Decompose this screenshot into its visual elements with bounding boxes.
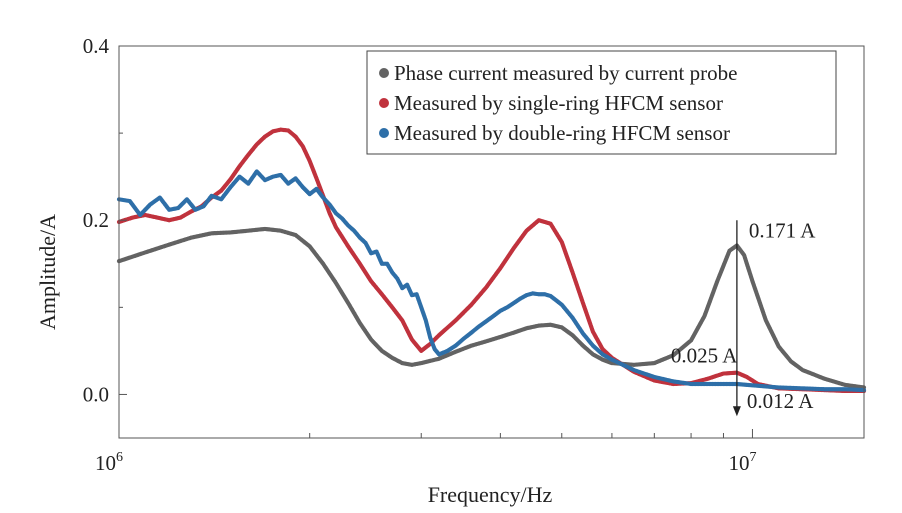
y-tick-label: 0.4 <box>83 34 110 58</box>
y-tick-label: 0.0 <box>83 382 109 406</box>
legend-marker-double-ring <box>379 128 389 138</box>
x-tick-label: 106 <box>95 450 123 475</box>
annotation-label: 0.025 A <box>671 344 738 368</box>
legend-marker-single-ring <box>379 98 389 108</box>
y-tick-label: 0.2 <box>83 208 109 232</box>
legend-label-double-ring: Measured by double-ring HFCM sensor <box>394 121 730 145</box>
axes-layer: 0.0 0.2 0.4 106 107 <box>83 34 865 475</box>
plot-frame <box>118 45 865 439</box>
legend-label-phase-current: Phase current measured by current probe <box>394 61 737 85</box>
x-tick-label: 107 <box>728 450 756 475</box>
x-axis-label: Frequency/Hz <box>428 482 553 507</box>
y-axis-label: Amplitude/A <box>35 214 60 330</box>
series-layer <box>116 127 867 394</box>
series-phase-current <box>116 226 867 390</box>
legend-marker-phase-current <box>379 68 389 78</box>
series-single-ring <box>116 127 867 394</box>
annotation-label: 0.171 A <box>749 218 816 242</box>
legend-box <box>366 50 837 155</box>
legend: Phase current measured by current probe … <box>366 50 837 155</box>
annotation-layer: 0.171 A 0.025 A 0.012 A <box>671 218 816 417</box>
annotation-label: 0.012 A <box>747 389 814 413</box>
legend-label-single-ring: Measured by single-ring HFCM sensor <box>394 91 723 115</box>
series-double-ring <box>116 169 867 393</box>
arrow-head <box>732 406 741 417</box>
